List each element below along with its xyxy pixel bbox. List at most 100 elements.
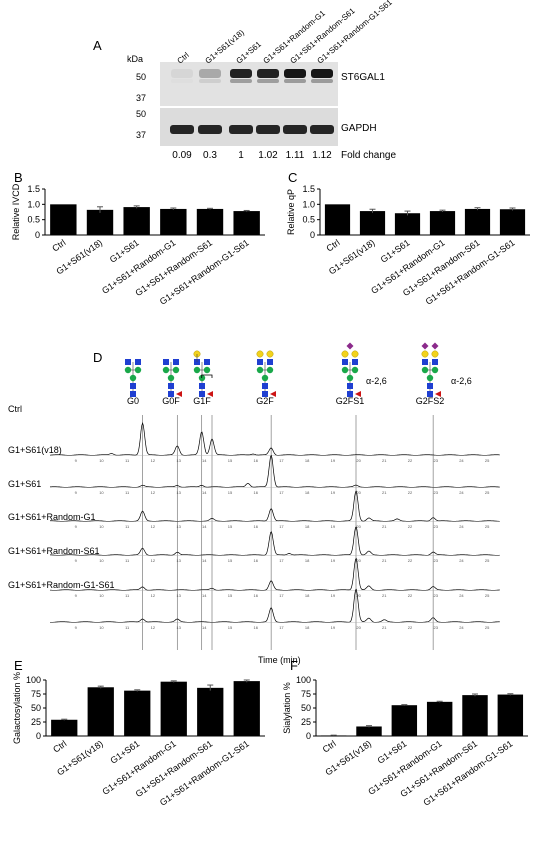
time-tick-label: 16 bbox=[253, 593, 258, 598]
chromatogram-trace bbox=[49, 454, 500, 488]
y-tick-label: 0 bbox=[306, 731, 311, 741]
time-tick-label: 23 bbox=[433, 625, 438, 630]
fucose-triangle bbox=[176, 391, 182, 397]
time-tick-label: 16 bbox=[253, 524, 258, 529]
y-tick-label: 0.5 bbox=[302, 215, 315, 225]
time-tick-label: 19 bbox=[331, 593, 336, 598]
time-tick-label: 23 bbox=[433, 458, 438, 463]
st6-marker-37: 37 bbox=[136, 93, 146, 103]
hexose-circle bbox=[421, 350, 429, 358]
hexose-circle bbox=[346, 374, 354, 382]
y-tick-label: 100 bbox=[296, 675, 311, 685]
time-tick-label: 20 bbox=[356, 524, 361, 529]
glcnac-square bbox=[257, 359, 263, 365]
fold-values: 0.09 0.3 1 1.02 1.11 1.12 bbox=[172, 150, 332, 161]
time-tick-label: 25 bbox=[485, 458, 490, 463]
glcnac-square bbox=[262, 383, 268, 389]
hexose-circle bbox=[172, 366, 180, 374]
chromatogram-trace bbox=[49, 557, 500, 591]
hexose-circle bbox=[421, 366, 429, 374]
time-tick-label: 21 bbox=[382, 458, 387, 463]
st6-band-shadow bbox=[230, 79, 252, 83]
time-tick-label: 25 bbox=[485, 558, 490, 563]
chromatogram-trace bbox=[49, 526, 500, 556]
hexose-circle bbox=[256, 350, 264, 358]
chromatogram-xlabel: Time (min) bbox=[258, 655, 301, 665]
bar bbox=[233, 681, 260, 736]
time-tick-label: 21 bbox=[382, 593, 387, 598]
time-tick-label: 24 bbox=[459, 558, 464, 563]
gapdh-label: GAPDH bbox=[341, 123, 377, 134]
hexose-circle bbox=[341, 366, 349, 374]
fucose-triangle bbox=[355, 391, 361, 397]
x-tick-label: G1+S61 bbox=[108, 237, 141, 264]
time-tick-label: 19 bbox=[331, 524, 336, 529]
time-tick-label: 18 bbox=[305, 593, 310, 598]
time-tick-label: 13 bbox=[176, 490, 181, 495]
time-tick-label: 25 bbox=[485, 490, 490, 495]
time-tick-label: 20 bbox=[356, 558, 361, 563]
y-tick-label: 1.0 bbox=[27, 199, 40, 209]
time-tick-label: 10 bbox=[99, 458, 104, 463]
time-tick-label: 12 bbox=[151, 558, 156, 563]
bar bbox=[426, 701, 453, 736]
y-tick-label: 0 bbox=[310, 230, 315, 240]
gapdh-bands bbox=[170, 125, 334, 134]
time-tick-label: 20 bbox=[356, 490, 361, 495]
glycan-label: G2F bbox=[256, 396, 274, 406]
bar bbox=[160, 208, 187, 235]
hexose-circle bbox=[266, 350, 274, 358]
time-tick-label: 16 bbox=[253, 458, 258, 463]
bar bbox=[356, 726, 382, 736]
glycan-label: G1F bbox=[193, 396, 211, 406]
glcnac-square bbox=[342, 359, 348, 365]
time-tick-label: 17 bbox=[279, 625, 284, 630]
bar bbox=[123, 207, 150, 235]
time-tick-label: 18 bbox=[305, 524, 310, 529]
time-tick-label: 9 bbox=[75, 524, 78, 529]
glcnac-square bbox=[422, 359, 428, 365]
chromatogram-panel: Ctrl 9 10 11 12 13 14 15 16 17 18 19 20 21 22 23 24 25 G1+… bbox=[8, 374, 500, 650]
gapdh-band bbox=[283, 125, 307, 134]
glcnac-square bbox=[125, 359, 131, 365]
y-tick-label: 0 bbox=[35, 230, 40, 240]
trace-label: Ctrl bbox=[8, 404, 22, 414]
fold-value: 0.3 bbox=[203, 150, 217, 161]
panel-letter-b: B bbox=[14, 170, 23, 185]
st6-band-shadow bbox=[199, 79, 221, 83]
time-tick-label: 14 bbox=[202, 558, 207, 563]
time-tick-label: 25 bbox=[485, 524, 490, 529]
y-tick-label: 1.5 bbox=[302, 184, 315, 194]
time-tick-label: 22 bbox=[408, 458, 413, 463]
kda-label: kDa bbox=[127, 54, 143, 64]
hexose-circle bbox=[124, 366, 132, 374]
hexose-circle bbox=[431, 366, 439, 374]
x-tick-label: Ctrl bbox=[321, 738, 338, 754]
panel-letter-c: C bbox=[288, 170, 297, 185]
glcnac-square bbox=[427, 391, 433, 397]
glcnac-square bbox=[130, 383, 136, 389]
time-tick-label: 23 bbox=[433, 524, 438, 529]
time-tick-label: 24 bbox=[459, 593, 464, 598]
fucose-triangle bbox=[270, 391, 276, 397]
st6-band-shadow bbox=[284, 79, 306, 83]
fucose-triangle bbox=[435, 391, 441, 397]
hexose-circle bbox=[341, 350, 349, 358]
bar bbox=[160, 681, 187, 736]
bar bbox=[233, 211, 260, 235]
st6-band bbox=[171, 69, 193, 78]
glcnac-square bbox=[199, 391, 205, 397]
st6-band bbox=[311, 69, 333, 78]
glycan-label: G0F bbox=[162, 396, 180, 406]
time-tick-label: 13 bbox=[176, 558, 181, 563]
hexose-circle bbox=[351, 350, 359, 358]
panel-letter-d: D bbox=[93, 350, 102, 365]
x-tick-label: Ctrl bbox=[50, 237, 67, 253]
trace-label: G1+S61(v18) bbox=[8, 445, 62, 455]
time-tick-label: 9 bbox=[75, 593, 78, 598]
hexose-circle bbox=[203, 366, 211, 374]
gapdh-band bbox=[198, 125, 222, 134]
fold-value: 1.02 bbox=[258, 150, 278, 161]
